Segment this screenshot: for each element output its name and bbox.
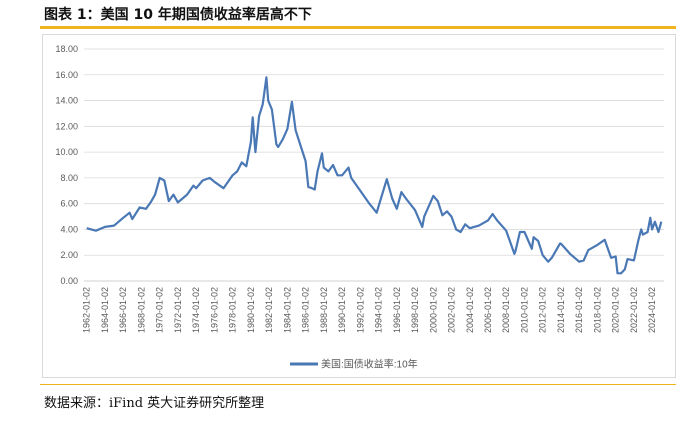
x-tick-label: 2006-01-02 bbox=[483, 287, 493, 333]
x-axis-ticks: 1962-01-02 1964-01-02 1966-01-02 1968-01-02… bbox=[82, 287, 657, 333]
source-note: 数据来源：iFind 英大证券研究所整理 bbox=[44, 396, 265, 411]
y-tick-label: 14.00 bbox=[55, 96, 78, 106]
x-tick-label: 1998-01-02 bbox=[410, 287, 420, 333]
x-tick-label: 1994-01-02 bbox=[374, 287, 384, 333]
legend: 美国:国债收益率:10年 bbox=[290, 358, 418, 371]
x-tick-label: 1992-01-02 bbox=[355, 287, 365, 333]
title-rule bbox=[40, 26, 676, 29]
y-tick-label: 16.00 bbox=[55, 70, 78, 80]
x-tick-label: 1988-01-02 bbox=[319, 287, 329, 333]
x-tick-label: 1974-01-02 bbox=[191, 287, 201, 333]
x-tick-label: 2000-01-02 bbox=[428, 287, 438, 333]
x-tick-label: 2016-01-02 bbox=[574, 287, 584, 333]
chart-frame bbox=[42, 34, 676, 378]
y-tick-label: 6.00 bbox=[60, 199, 78, 209]
x-tick-label: 1968-01-02 bbox=[136, 287, 146, 333]
x-tick-label: 1996-01-02 bbox=[392, 287, 402, 333]
figure-title: 图表 1：美国 10 年期国债收益率居高不下 bbox=[44, 7, 312, 23]
x-tick-label: 2002-01-02 bbox=[447, 287, 457, 333]
x-tick-label: 2018-01-02 bbox=[592, 287, 602, 333]
gridlines bbox=[84, 48, 664, 282]
x-tick-label: 1986-01-02 bbox=[301, 287, 311, 333]
y-axis-ticks: 0.00 2.00 4.00 6.00 8.00 10.00 12.00 14.00 16.00… bbox=[55, 44, 78, 286]
x-tick-label: 1990-01-02 bbox=[337, 287, 347, 333]
x-tick-label: 1978-01-02 bbox=[228, 287, 238, 333]
series-line-us-10y-yield bbox=[86, 76, 663, 275]
x-tick-label: 2024-01-02 bbox=[647, 287, 657, 333]
x-tick-label: 1966-01-02 bbox=[118, 287, 128, 333]
x-tick-label: 1980-01-02 bbox=[246, 287, 256, 333]
x-tick-label: 1970-01-02 bbox=[155, 287, 165, 333]
y-tick-label: 2.00 bbox=[60, 250, 78, 260]
x-tick-label: 2004-01-02 bbox=[465, 287, 475, 333]
x-tick-label: 2008-01-02 bbox=[501, 287, 511, 333]
x-tick-label: 2014-01-02 bbox=[556, 287, 566, 333]
y-tick-label: 8.00 bbox=[60, 173, 78, 183]
x-tick-label: 1976-01-02 bbox=[209, 287, 219, 333]
x-tick-label: 1964-01-02 bbox=[100, 287, 110, 333]
y-tick-label: 10.00 bbox=[55, 147, 78, 157]
y-tick-label: 12.00 bbox=[55, 121, 78, 131]
x-tick-label: 1972-01-02 bbox=[173, 287, 183, 333]
y-tick-label: 4.00 bbox=[60, 224, 78, 234]
legend-label: 美国:国债收益率:10年 bbox=[321, 358, 418, 371]
x-tick-label: 2020-01-02 bbox=[611, 287, 621, 333]
x-tick-label: 1982-01-02 bbox=[264, 287, 274, 333]
source-rule bbox=[40, 384, 676, 385]
y-tick-label: 18.00 bbox=[55, 44, 78, 54]
x-tick-label: 2022-01-02 bbox=[629, 287, 639, 333]
x-tick-label: 2010-01-02 bbox=[519, 287, 529, 333]
y-tick-label: 0.00 bbox=[60, 276, 78, 286]
x-tick-label: 2012-01-02 bbox=[538, 287, 548, 333]
x-tick-label: 1962-01-02 bbox=[82, 287, 92, 333]
x-tick-label: 1984-01-02 bbox=[282, 287, 292, 333]
